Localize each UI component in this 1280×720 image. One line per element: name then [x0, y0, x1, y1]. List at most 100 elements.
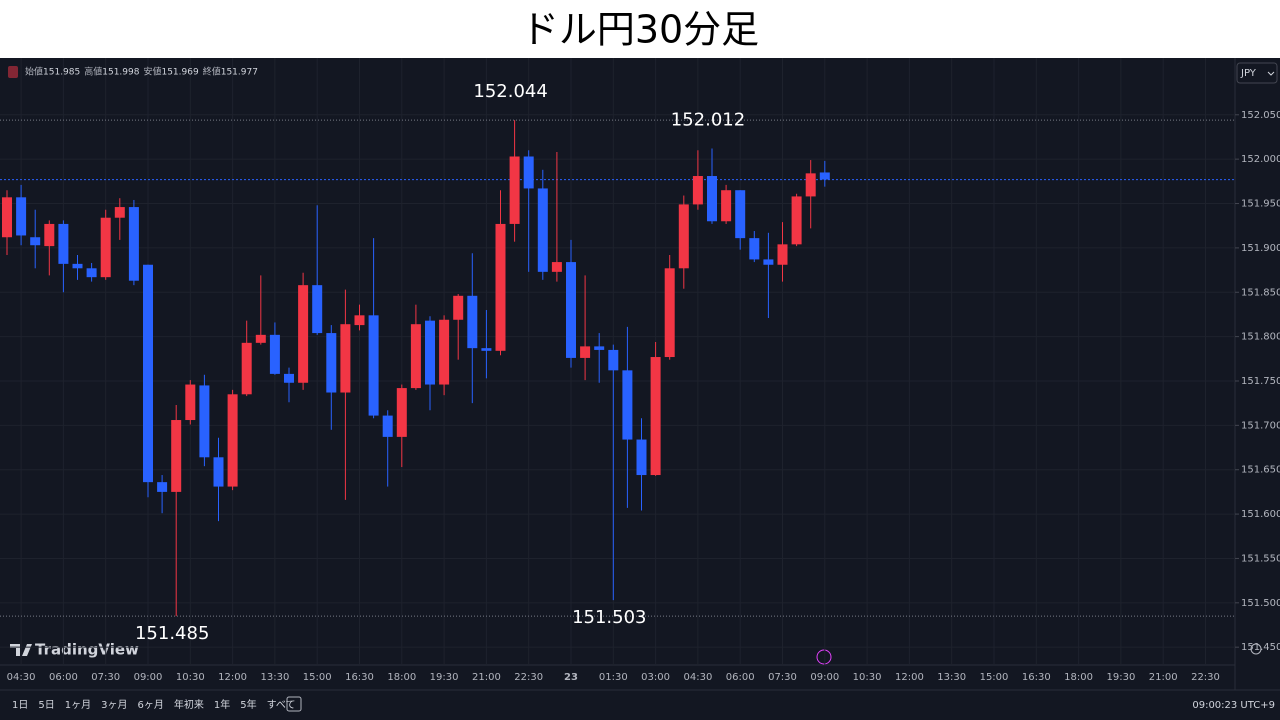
x-tick-label: 03:00: [641, 672, 670, 683]
x-tick-label: 15:00: [980, 672, 1009, 683]
x-tick-label: 19:30: [1106, 672, 1135, 683]
x-tick-label: 04:30: [7, 672, 36, 683]
range-button[interactable]: 1日: [12, 700, 28, 711]
candle-body: [551, 262, 562, 272]
candle-body: [382, 415, 393, 437]
legend-label: 始値: [25, 66, 43, 78]
candle-body: [636, 439, 647, 476]
page-title: ドル円30分足: [521, 8, 759, 52]
candle-body: [777, 244, 788, 265]
candle-body: [453, 295, 464, 320]
candle-body: [735, 190, 746, 239]
y-tick-label: 152.050: [1241, 110, 1280, 121]
candle-body: [664, 268, 675, 358]
candle-body: [594, 346, 605, 350]
candle-body: [509, 156, 520, 224]
candle-body: [805, 173, 816, 197]
candle-body: [439, 319, 450, 385]
candle-body: [44, 223, 55, 247]
x-tick-label: 12:00: [895, 672, 924, 683]
y-tick-label: 151.900: [1241, 243, 1280, 254]
x-tick-label: 10:30: [853, 672, 882, 683]
candle-body: [241, 342, 252, 395]
x-tick-label: 16:30: [345, 672, 374, 683]
candle-body: [171, 420, 182, 492]
candle-body: [255, 334, 266, 343]
candle-body: [425, 320, 435, 385]
x-tick-label: 21:00: [1149, 672, 1178, 683]
y-tick-label: 151.650: [1241, 465, 1280, 476]
candle-body: [537, 188, 548, 272]
candle-body: [213, 457, 224, 487]
candle-body: [143, 264, 153, 483]
range-button[interactable]: 5日: [38, 700, 54, 711]
candle-body: [326, 333, 337, 393]
legend-value: 151.985: [43, 68, 80, 78]
range-button[interactable]: 1年: [214, 698, 230, 711]
candle-body: [227, 394, 238, 487]
candle-body: [354, 315, 365, 326]
legend-value: 151.969: [161, 68, 198, 78]
legend-label: 終値: [203, 66, 221, 78]
y-tick-label: 152.000: [1241, 154, 1280, 165]
candle-body: [185, 384, 196, 421]
y-tick-label: 151.700: [1241, 420, 1280, 431]
annotation: 152.012: [671, 110, 745, 131]
y-tick-label: 151.800: [1241, 332, 1280, 343]
candle-body: [467, 295, 478, 349]
dropdown-arrow: [1267, 71, 1275, 76]
date-range-icon[interactable]: [286, 696, 302, 712]
y-tick-label: 151.500: [1241, 598, 1280, 609]
candle-body: [86, 268, 97, 278]
candle-body: [16, 197, 27, 236]
candle-body: [58, 223, 69, 264]
candle-body: [157, 482, 168, 492]
range-button[interactable]: 3ヶ月: [101, 699, 127, 711]
range-button[interactable]: 1ヶ月: [65, 699, 91, 711]
candle-body: [608, 349, 619, 371]
y-tick-label: 151.450: [1241, 642, 1280, 653]
candle-body: [199, 385, 210, 458]
currency-label: JPY: [1240, 68, 1257, 79]
candle-body: [791, 196, 802, 245]
x-tick-label: 13:30: [937, 672, 966, 683]
range-button[interactable]: 5年: [240, 698, 256, 711]
currency-dropdown[interactable]: [1236, 62, 1278, 84]
candle-body: [72, 263, 83, 269]
candle-body: [523, 156, 534, 189]
event-icon[interactable]: [816, 649, 832, 665]
candle-body: [692, 176, 703, 205]
candle-body: [284, 373, 294, 383]
range-button[interactable]: すべて: [267, 699, 296, 711]
candle-body: [368, 315, 379, 416]
x-tick-label: 16:30: [1022, 672, 1051, 683]
range-button[interactable]: 6ヶ月: [138, 699, 164, 711]
x-tick-label: 06:00: [726, 672, 755, 683]
x-tick-label: 09:00: [810, 672, 839, 683]
range-button[interactable]: 年初来: [174, 698, 204, 711]
x-tick-label: 18:00: [387, 672, 416, 683]
candle-body: [763, 259, 774, 265]
candle-body: [312, 285, 323, 334]
candle-body: [566, 262, 576, 358]
x-tick-label: 07:30: [91, 672, 120, 683]
candle-body: [678, 204, 689, 269]
candle-body: [481, 348, 492, 351]
candle-body: [410, 324, 421, 389]
candle-body: [114, 207, 125, 218]
candle-body: [495, 223, 506, 351]
settings-icon[interactable]: [1250, 643, 1262, 655]
x-tick-label: 18:00: [1064, 672, 1093, 683]
legend-value: 151.977: [221, 68, 258, 78]
x-tick-label: 13:30: [260, 672, 289, 683]
symbol-icon: [8, 66, 18, 78]
y-tick-label: 151.750: [1241, 376, 1280, 387]
x-tick-label: 04:30: [683, 672, 712, 683]
candle-body: [721, 190, 732, 222]
x-tick-label: 06:00: [49, 672, 78, 683]
candle-body: [269, 334, 280, 374]
x-tick-label: 22:30: [1191, 672, 1220, 683]
candle-body: [650, 357, 661, 476]
x-tick-label: 22:30: [514, 672, 543, 683]
candle-body: [707, 176, 717, 222]
